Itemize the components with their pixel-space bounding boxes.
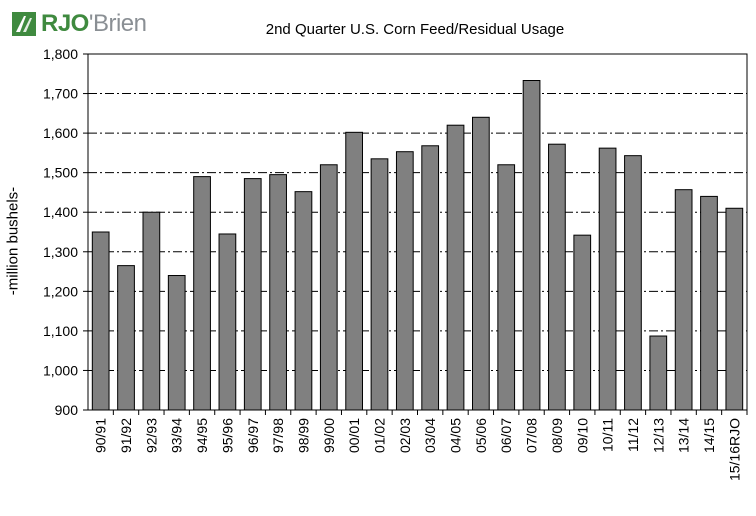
bar [117,265,135,411]
bar [243,178,262,411]
y-tick-label: 1,600 [43,125,78,141]
y-tick-label: 1,300 [43,244,78,260]
x-tick-label: 97/98 [270,418,286,453]
x-tick-label: 15/16RJO [726,418,742,481]
logo-wordmark: RJO'Brien [41,10,147,37]
brand-logo: RJO'Brien [12,10,152,40]
x-tick-label: 98/99 [295,418,311,453]
logo-mark-icon [12,12,36,36]
x-tick-label: 04/05 [448,418,464,453]
x-tick-label: 99/00 [321,418,337,453]
bar [446,124,465,411]
bar [649,335,668,411]
x-tick-label: 12/13 [650,418,666,453]
x-tick-label: 00/01 [346,418,362,453]
x-tick-label: 14/15 [701,418,717,453]
x-tick-label: 08/09 [549,418,565,453]
y-tick-label: 1,400 [43,204,78,220]
y-tick-label: 900 [55,402,79,418]
bar [624,155,642,411]
y-tick-label: 1,700 [43,86,78,102]
x-tick-label: 03/04 [422,418,438,453]
x-tick-label: 92/93 [143,418,159,453]
x-tick-label: 90/91 [93,418,109,453]
x-tick-label: 95/96 [219,418,235,453]
x-tick-label: 94/95 [194,418,210,453]
chart-title: 2nd Quarter U.S. Corn Feed/Residual Usag… [265,21,565,38]
x-tick-label: 91/92 [118,418,134,453]
bar [218,233,237,411]
bar [598,147,617,411]
y-tick-label: 1,500 [43,165,78,181]
y-tick-label: 1,200 [43,283,78,299]
bar [421,145,440,411]
bar [700,195,718,411]
x-tick-label: 11/12 [625,418,641,452]
bar [193,176,211,411]
bar [370,158,389,411]
bar [319,164,338,411]
x-tick-label: 93/94 [169,418,185,453]
bar [472,116,490,411]
bar [167,275,186,411]
y-tick-label: 1,100 [43,323,78,339]
x-tick-label: 06/07 [498,418,514,453]
x-tick-label: 10/11 [600,418,616,452]
bar [725,207,744,411]
bar [395,151,414,411]
x-tick-label: 09/10 [574,418,590,453]
x-tick-label: 02/03 [397,418,413,453]
x-tick-label: 13/14 [676,418,692,453]
y-tick-label: 1,000 [43,362,78,378]
x-tick-label: 01/02 [371,418,387,453]
bar [674,189,693,411]
bar [548,143,566,411]
bar [573,234,592,411]
bar [345,131,363,411]
bar [91,231,110,411]
bar [522,80,541,411]
x-tick-label: 96/97 [245,418,261,453]
plot-area-border [87,53,748,411]
bar [497,164,516,411]
bar [294,191,313,411]
bar [269,174,287,411]
x-tick-label: 05/06 [473,418,489,453]
bar [142,211,161,411]
y-tick-label: 1,800 [43,46,78,62]
x-tick-label: 07/08 [524,418,540,453]
